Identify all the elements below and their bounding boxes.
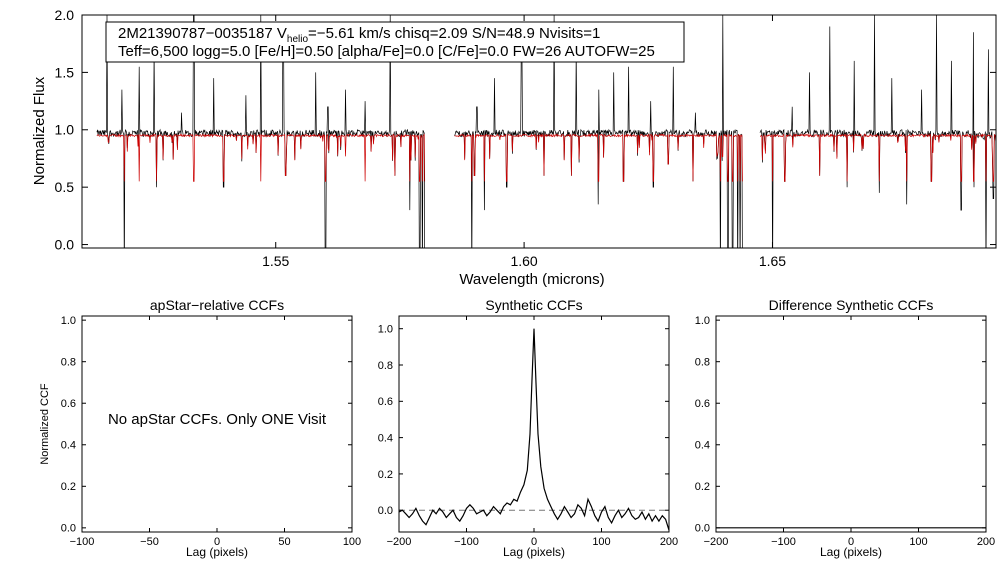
difference-ccf-x-tick-label: −200 xyxy=(704,536,729,548)
difference-ccf-x-tick-label: 200 xyxy=(977,536,995,548)
apstar-ccf-y-tick-label: 0.0 xyxy=(61,523,76,535)
info-vhelio-values: =−5.61 km/s chisq=2.09 S/N=48.9 Nvisits=… xyxy=(308,25,600,42)
spectrum-plot-frame xyxy=(81,14,997,249)
synthetic-ccf-x-tick-label: −100 xyxy=(454,536,479,548)
spectrum-info-box: 2M21390787−0035187 Vhelio=−5.61 km/s chi… xyxy=(105,21,685,63)
synthetic-ccf-axis-ticks: −200 −100 0 100 200 0.0 0.2 0.4 0.6 0.8 1.0 xyxy=(378,316,678,548)
model-spectrum-line xyxy=(760,133,996,182)
spectrum-y-tick-label: 1.5 xyxy=(55,64,75,80)
spectrum-y-tick-label: 2.0 xyxy=(55,7,75,23)
apstar-ccf-axis-ticks: −100 −50 0 50 100 0.0 0.2 0.4 0.6 0.8 1.0 xyxy=(61,315,361,548)
difference-ccf-y-tick-label: 0.8 xyxy=(695,357,710,369)
spectrum-plot-area xyxy=(96,15,996,248)
info-vhelio-subscript: helio xyxy=(287,34,309,45)
spectrum-x-tick-label: 1.55 xyxy=(262,253,289,269)
apstar-ccf-y-tick-label: 0.2 xyxy=(61,481,76,493)
info-star-id: 2M21390787−0035187 V xyxy=(118,25,287,42)
spectrum-panel: 1.55 1.60 1.65 0.0 0.5 1.0 1.5 2.0 Wavelength (… xyxy=(31,7,997,288)
difference-ccf-axis-ticks: −200 −100 0 100 200 0.0 0.2 0.4 0.6 0.8 1.0 xyxy=(695,315,995,548)
synthetic-ccf-x-tick-label: 200 xyxy=(660,536,678,548)
difference-ccf-y-tick-label: 0.4 xyxy=(695,440,710,452)
info-box-frame xyxy=(105,21,685,63)
difference-ccf-title: Difference Synthetic CCFs xyxy=(769,297,934,313)
apstar-ccf-y-tick-label: 0.4 xyxy=(61,440,76,452)
synthetic-ccf-line xyxy=(398,328,670,531)
apstar-ccf-x-tick-label: 0 xyxy=(214,536,220,548)
apstar-ccf-y-tick-label: 0.8 xyxy=(61,357,76,369)
synthetic-ccf-y-tick-label: 0.6 xyxy=(378,396,393,408)
apstar-ccf-panel: −100 −50 0 50 100 0.0 0.2 0.4 0.6 0.8 1.0 apStar−r… xyxy=(39,297,361,559)
difference-ccf-x-tick-label: 0 xyxy=(848,536,854,548)
difference-ccf-y-tick-label: 0.6 xyxy=(695,398,710,410)
spectrum-axis-ticks: 1.55 1.60 1.65 0.0 0.5 1.0 1.5 2.0 xyxy=(55,7,996,269)
synthetic-ccf-y-tick-label: 1.0 xyxy=(378,324,393,336)
apstar-ccf-x-tick-label: 100 xyxy=(343,536,361,548)
difference-ccf-x-tick-label: −100 xyxy=(771,536,796,548)
synthetic-ccf-plot-area xyxy=(398,328,670,531)
difference-ccf-x-axis-label: Lag (pixels) xyxy=(820,545,882,559)
apstar-ccf-x-tick-label: −100 xyxy=(70,536,95,548)
apstar-ccf-annotation: No apStar CCFs. Only ONE Visit xyxy=(108,411,327,428)
spectrum-y-tick-label: 1.0 xyxy=(55,122,75,138)
difference-ccf-x-tick-label: 100 xyxy=(909,536,927,548)
synthetic-ccf-y-tick-label: 0.4 xyxy=(378,432,393,444)
spectrum-x-axis-label: Wavelength (microns) xyxy=(459,271,604,288)
synthetic-ccf-x-axis-label: Lag (pixels) xyxy=(503,545,565,559)
synthetic-ccf-x-tick-label: 0 xyxy=(531,536,537,548)
synthetic-ccf-title: Synthetic CCFs xyxy=(485,297,582,313)
difference-ccf-y-tick-label: 0.0 xyxy=(695,523,710,535)
synthetic-ccf-x-tick-label: 100 xyxy=(592,536,610,548)
synthetic-ccf-y-tick-label: 0.2 xyxy=(378,469,393,481)
synthetic-ccf-y-tick-label: 0.8 xyxy=(378,360,393,372)
spectrum-x-tick-label: 1.65 xyxy=(759,253,786,269)
difference-ccf-y-tick-label: 0.2 xyxy=(695,481,710,493)
model-spectrum-line xyxy=(96,133,426,182)
spectrum-y-tick-label: 0.0 xyxy=(55,236,75,252)
difference-ccf-y-tick-label: 1.0 xyxy=(695,315,710,327)
apstar-ccf-x-tick-label: −50 xyxy=(140,536,159,548)
spectrum-x-tick-label: 1.60 xyxy=(510,253,537,269)
apstar-ccf-y-tick-label: 1.0 xyxy=(61,315,76,327)
model-spectrum-line xyxy=(454,133,743,182)
spectrum-y-axis-label: Normalized Flux xyxy=(31,76,48,185)
apstar-ccf-title: apStar−relative CCFs xyxy=(150,297,284,313)
apstar-ccf-y-tick-label: 0.6 xyxy=(61,398,76,410)
synthetic-ccf-x-tick-label: −200 xyxy=(387,536,412,548)
synthetic-ccf-panel: −200 −100 0 100 200 0.0 0.2 0.4 0.6 0.8 1.0 Synthe… xyxy=(378,297,678,559)
apstar-ccf-y-axis-label: Normalized CCF xyxy=(39,383,51,465)
spectrum-y-tick-label: 0.5 xyxy=(55,179,75,195)
apstar-ccf-x-axis-label: Lag (pixels) xyxy=(186,545,248,559)
difference-ccf-panel: −200 −100 0 100 200 0.0 0.2 0.4 0.6 0.8 1.0 Differ… xyxy=(695,297,995,559)
synthetic-ccf-y-tick-label: 0.0 xyxy=(378,505,393,517)
info-line-2: Teff=6,500 logg=5.0 [Fe/H]=0.50 [alpha/F… xyxy=(118,43,655,60)
observed-spectrum-line xyxy=(96,15,425,248)
observed-spectrum-line xyxy=(454,15,743,248)
info-line-1: 2M21390787−0035187 Vhelio=−5.61 km/s chi… xyxy=(118,25,600,45)
apstar-ccf-x-tick-label: 50 xyxy=(278,536,290,548)
